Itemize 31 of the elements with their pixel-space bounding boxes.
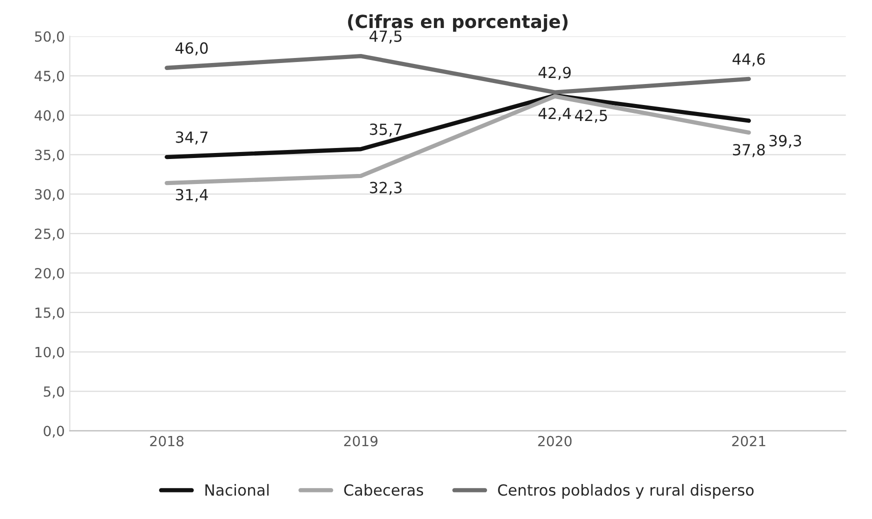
data-label: 46,0 (176, 42, 208, 56)
data-label: 37,8 (732, 144, 765, 158)
x-tick-label: 2021 (732, 436, 766, 446)
data-label: 42,5 (575, 110, 607, 123)
chart-title: (Cifras en porcentaje) (348, 14, 568, 32)
x-tick-label: 2018 (150, 436, 184, 446)
data-label: 47,5 (370, 30, 402, 44)
data-label: 42,4 (538, 108, 571, 121)
y-tick-label: 40,0 (34, 110, 64, 122)
y-tick-label: 45,0 (34, 70, 64, 83)
y-tick-label: 25,0 (34, 228, 64, 240)
x-tick-label: 2019 (344, 436, 378, 446)
y-tick-label: 20,0 (34, 268, 64, 280)
y-tick-label: 50,0 (35, 31, 64, 44)
y-tick-label: 30,0 (35, 189, 64, 201)
y-tick-label: 5,0 (44, 386, 64, 398)
data-label: 32,3 (370, 182, 402, 195)
data-label: 31,4 (176, 188, 208, 202)
y-tick-label: 0,0 (44, 426, 64, 438)
y-tick-label: 35,0 (35, 150, 64, 162)
data-label: 39,3 (769, 134, 802, 148)
data-label: 42,9 (538, 66, 571, 80)
data-label: 44,6 (732, 53, 765, 66)
legend-label: Nacional (205, 484, 269, 496)
y-tick-label: 15,0 (36, 307, 64, 320)
legend-label: Cabeceras (344, 484, 424, 496)
x-tick-label: 2020 (538, 436, 572, 446)
y-tick-label: 10,0 (36, 346, 64, 359)
data-label: 34,7 (176, 131, 208, 145)
legend-label: Centros poblados y rural disperso (498, 484, 754, 499)
data-label: 35,7 (370, 124, 402, 137)
